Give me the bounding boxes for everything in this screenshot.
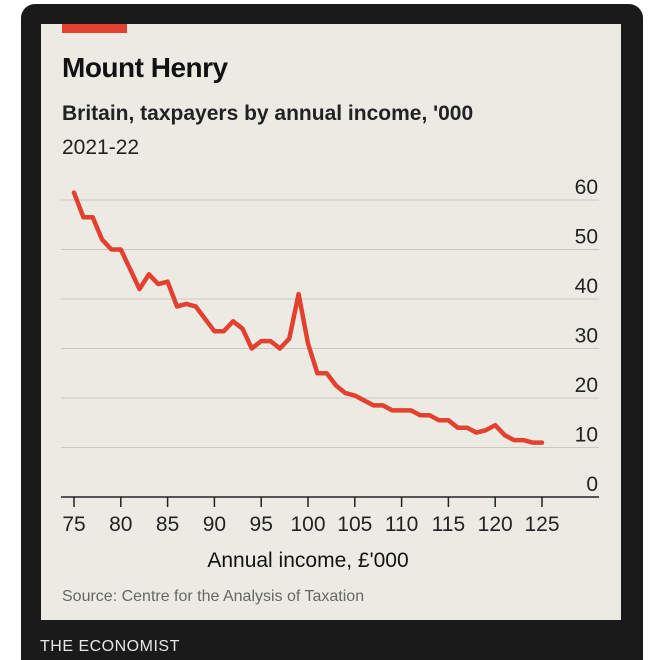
chart-panel (41, 24, 621, 620)
y-tick-label: 60 (575, 176, 598, 199)
x-tick-label: 75 (62, 513, 85, 536)
x-tick-label: 90 (203, 513, 226, 536)
chart-period: 2021-22 (62, 136, 140, 159)
x-tick-label: 120 (478, 513, 513, 536)
x-tick-label: 95 (250, 513, 273, 536)
y-tick-label: 10 (575, 424, 598, 447)
x-tick-label: 125 (524, 513, 559, 536)
y-tick-label: 50 (575, 226, 598, 249)
x-tick-label: 85 (156, 513, 179, 536)
series-line (71, 190, 545, 445)
x-tick-label: 80 (109, 513, 132, 536)
y-tick-label: 40 (575, 275, 598, 298)
chart-title: Mount Henry (62, 52, 228, 83)
source-note: Source: Centre for the Analysis of Taxat… (62, 588, 365, 605)
x-axis-label: Annual income, £'000 (207, 549, 409, 572)
accent-bar (62, 24, 127, 33)
x-tick-label: 110 (385, 513, 418, 536)
chart-subtitle: Britain, taxpayers by annual income, '00… (62, 102, 474, 125)
x-tick-label: 105 (337, 513, 372, 536)
x-tick-label: 115 (432, 513, 465, 536)
brand-label: THE ECONOMIST (40, 638, 180, 655)
x-tick-label: 100 (290, 513, 325, 536)
y-tick-label: 30 (575, 325, 598, 348)
y-tick-label: 0 (586, 473, 598, 496)
y-tick-label: 20 (575, 374, 598, 397)
